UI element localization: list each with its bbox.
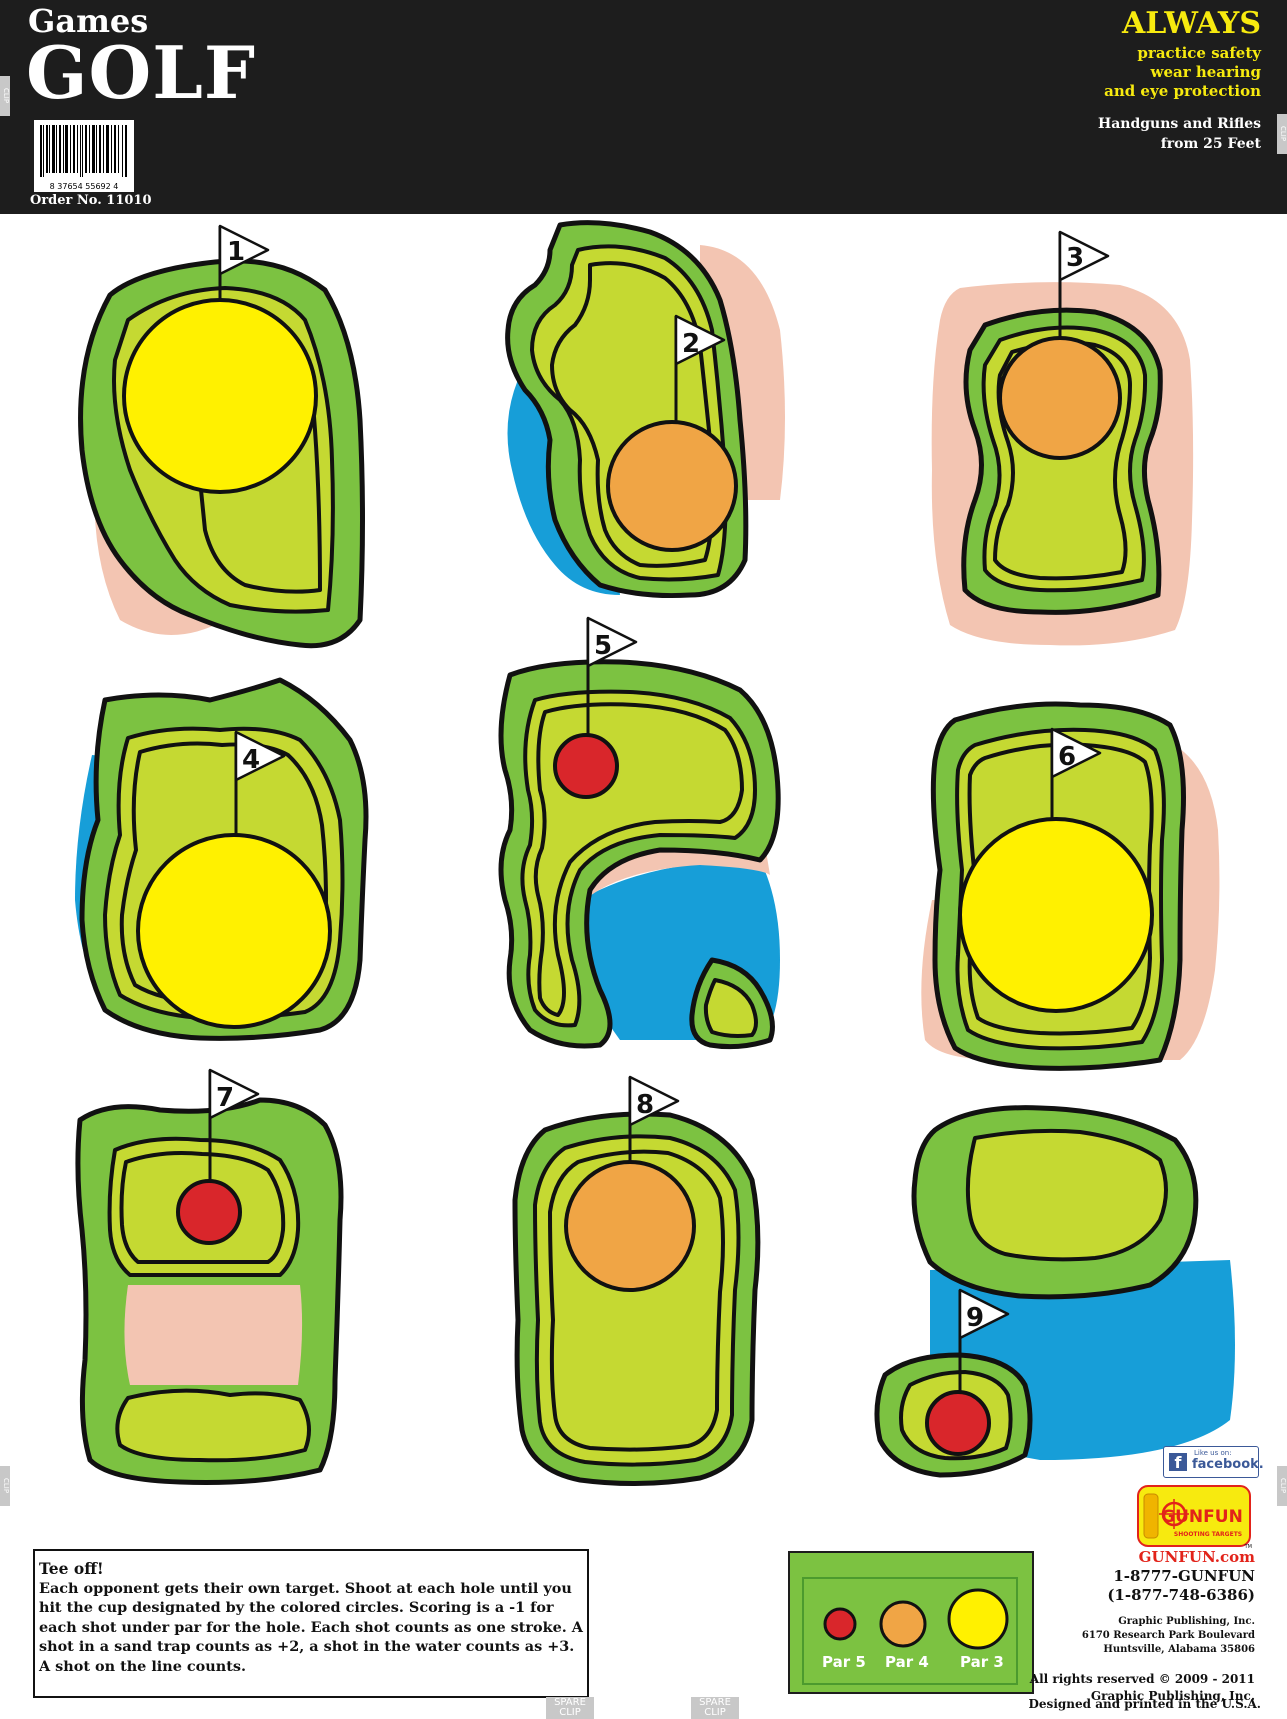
spare-clip-1: SPARE CLIP xyxy=(546,1697,594,1719)
spare-clip-2: SPARE CLIP xyxy=(691,1697,739,1719)
rules-title: Tee off! xyxy=(39,1559,104,1578)
hole-6-number: 6 xyxy=(1058,742,1076,772)
par-5-label: Par 5 xyxy=(822,1653,866,1671)
copyright: All rights reserved © 2009 - 2011 Graphi… xyxy=(1030,1671,1255,1705)
address: Graphic Publishing, Inc. 6170 Research P… xyxy=(1030,1615,1255,1657)
hole-8-number: 8 xyxy=(636,1090,654,1120)
safety-line: wear hearing xyxy=(1150,63,1261,81)
par-3-cup xyxy=(947,1588,1009,1650)
hole-7[interactable]: 7 xyxy=(75,1068,344,1485)
hole-1[interactable]: 1 xyxy=(78,224,365,649)
hole-3-number: 3 xyxy=(1066,243,1084,273)
hole-2-number: 2 xyxy=(682,329,700,359)
range-info: Handguns and Rifles from 25 Feet xyxy=(1098,114,1261,154)
golf-title: GOLF xyxy=(26,30,256,115)
par-4-cup xyxy=(879,1600,927,1648)
phone-2: (1-877-748-6386) xyxy=(1107,1586,1255,1604)
always-warning: ALWAYS xyxy=(1122,6,1261,41)
hole-1-cup[interactable] xyxy=(122,298,318,494)
company-name: Graphic Publishing, Inc. xyxy=(1118,1616,1255,1627)
hole-5[interactable]: 5 xyxy=(498,616,781,1050)
hole-5-number: 5 xyxy=(594,631,612,661)
range-line: Handguns and Rifles xyxy=(1097,116,1261,132)
logo-text: GUNFUN xyxy=(1161,1507,1243,1527)
hole-6-cup[interactable] xyxy=(958,817,1154,1013)
facebook-like-text: Like us on: xyxy=(1194,1449,1232,1457)
safety-warning: practice safety wear hearing and eye pro… xyxy=(1104,44,1261,101)
safety-line: practice safety xyxy=(1137,44,1261,62)
printed-in-usa: Designed and printed in the U.S.A. xyxy=(1028,1697,1261,1711)
hole-7-cup[interactable] xyxy=(176,1179,242,1245)
hole-4-number: 4 xyxy=(242,745,260,775)
par-legend: Par 5 Par 4 Par 3 xyxy=(788,1551,1034,1694)
facebook-word: facebook. xyxy=(1192,1457,1264,1472)
hole-3-cup[interactable] xyxy=(998,336,1122,460)
facebook-f-icon: f xyxy=(1169,1453,1187,1472)
rules-box: Tee off! Each opponent gets their own ta… xyxy=(33,1549,589,1698)
range-line: from 25 Feet xyxy=(1160,136,1261,152)
hole-7-number: 7 xyxy=(216,1083,234,1113)
spare-clip-line: SPARE xyxy=(699,1697,731,1708)
hole-9-cup[interactable] xyxy=(925,1390,991,1456)
hole-8-cup[interactable] xyxy=(564,1160,696,1292)
legend-cups xyxy=(823,1588,1009,1650)
hole-5-cup[interactable] xyxy=(553,733,619,799)
hole-9[interactable]: 9 xyxy=(874,1105,1235,1478)
phone-1: 1-8777-GUNFUN xyxy=(1113,1567,1255,1585)
hole-9-number: 9 xyxy=(966,1303,984,1333)
barcode-number: 8 37654 55692 4 xyxy=(49,182,119,191)
header-banner: Games GOLF 8 37654 55692 4 Order No. 110… xyxy=(0,0,1287,214)
clip-tab-left-top: CLIP xyxy=(0,76,10,116)
address-line-2: Huntsville, Alabama 35806 xyxy=(1103,1644,1255,1655)
clip-tab-right-bottom: CLIP xyxy=(1277,1466,1287,1506)
par-3-label: Par 3 xyxy=(960,1653,1004,1671)
spare-clip-line: CLIP xyxy=(704,1707,726,1718)
clip-tab-left-bottom: CLIP xyxy=(0,1466,10,1506)
copyright-line-2: Graphic Publishing, Inc. xyxy=(1090,1689,1255,1703)
hole-2-cup[interactable] xyxy=(606,420,738,552)
clip-tab-right-top: CLIP xyxy=(1277,114,1287,154)
facebook-like-button[interactable]: f Like us on: facebook. xyxy=(1163,1446,1264,1478)
hole-4-cup[interactable] xyxy=(136,833,332,1029)
contact-info: GUNFUN.com 1-8777-GUNFUN (1-877-748-6386… xyxy=(1030,1548,1255,1705)
hole-8[interactable]: 8 xyxy=(512,1075,761,1487)
barcode-icon xyxy=(40,125,127,177)
legend-inner-green xyxy=(802,1577,1018,1685)
hole-3[interactable]: 3 xyxy=(931,230,1194,646)
logo-subtext: SHOOTING TARGETS xyxy=(1174,1531,1242,1538)
spare-clip-line: SPARE xyxy=(554,1697,586,1708)
gunfun-logo: GUNFUN SHOOTING TARGETS TM xyxy=(1137,1485,1252,1550)
hole-1-number: 1 xyxy=(227,237,245,267)
website-link[interactable]: GUNFUN.com xyxy=(1138,1548,1255,1566)
hole-2[interactable]: 2 xyxy=(505,220,786,599)
rules-text: Each opponent gets their own target. Sho… xyxy=(39,1579,583,1675)
address-line-1: 6170 Research Park Boulevard xyxy=(1081,1630,1255,1641)
spare-clip-line: CLIP xyxy=(559,1707,581,1718)
order-number: Order No. 11010 xyxy=(30,193,152,208)
hole-4[interactable]: 4 xyxy=(75,677,369,1041)
hole-6[interactable]: 6 xyxy=(921,701,1220,1071)
barcode: 8 37654 55692 4 xyxy=(34,120,134,192)
games-label: Games xyxy=(28,2,149,40)
copyright-line-1: All rights reserved © 2009 - 2011 xyxy=(1029,1672,1255,1686)
logo-tm: TM xyxy=(1244,1544,1252,1550)
safety-line: and eye protection xyxy=(1104,82,1261,100)
par-5-cup xyxy=(823,1607,857,1641)
par-4-label: Par 4 xyxy=(885,1653,929,1671)
